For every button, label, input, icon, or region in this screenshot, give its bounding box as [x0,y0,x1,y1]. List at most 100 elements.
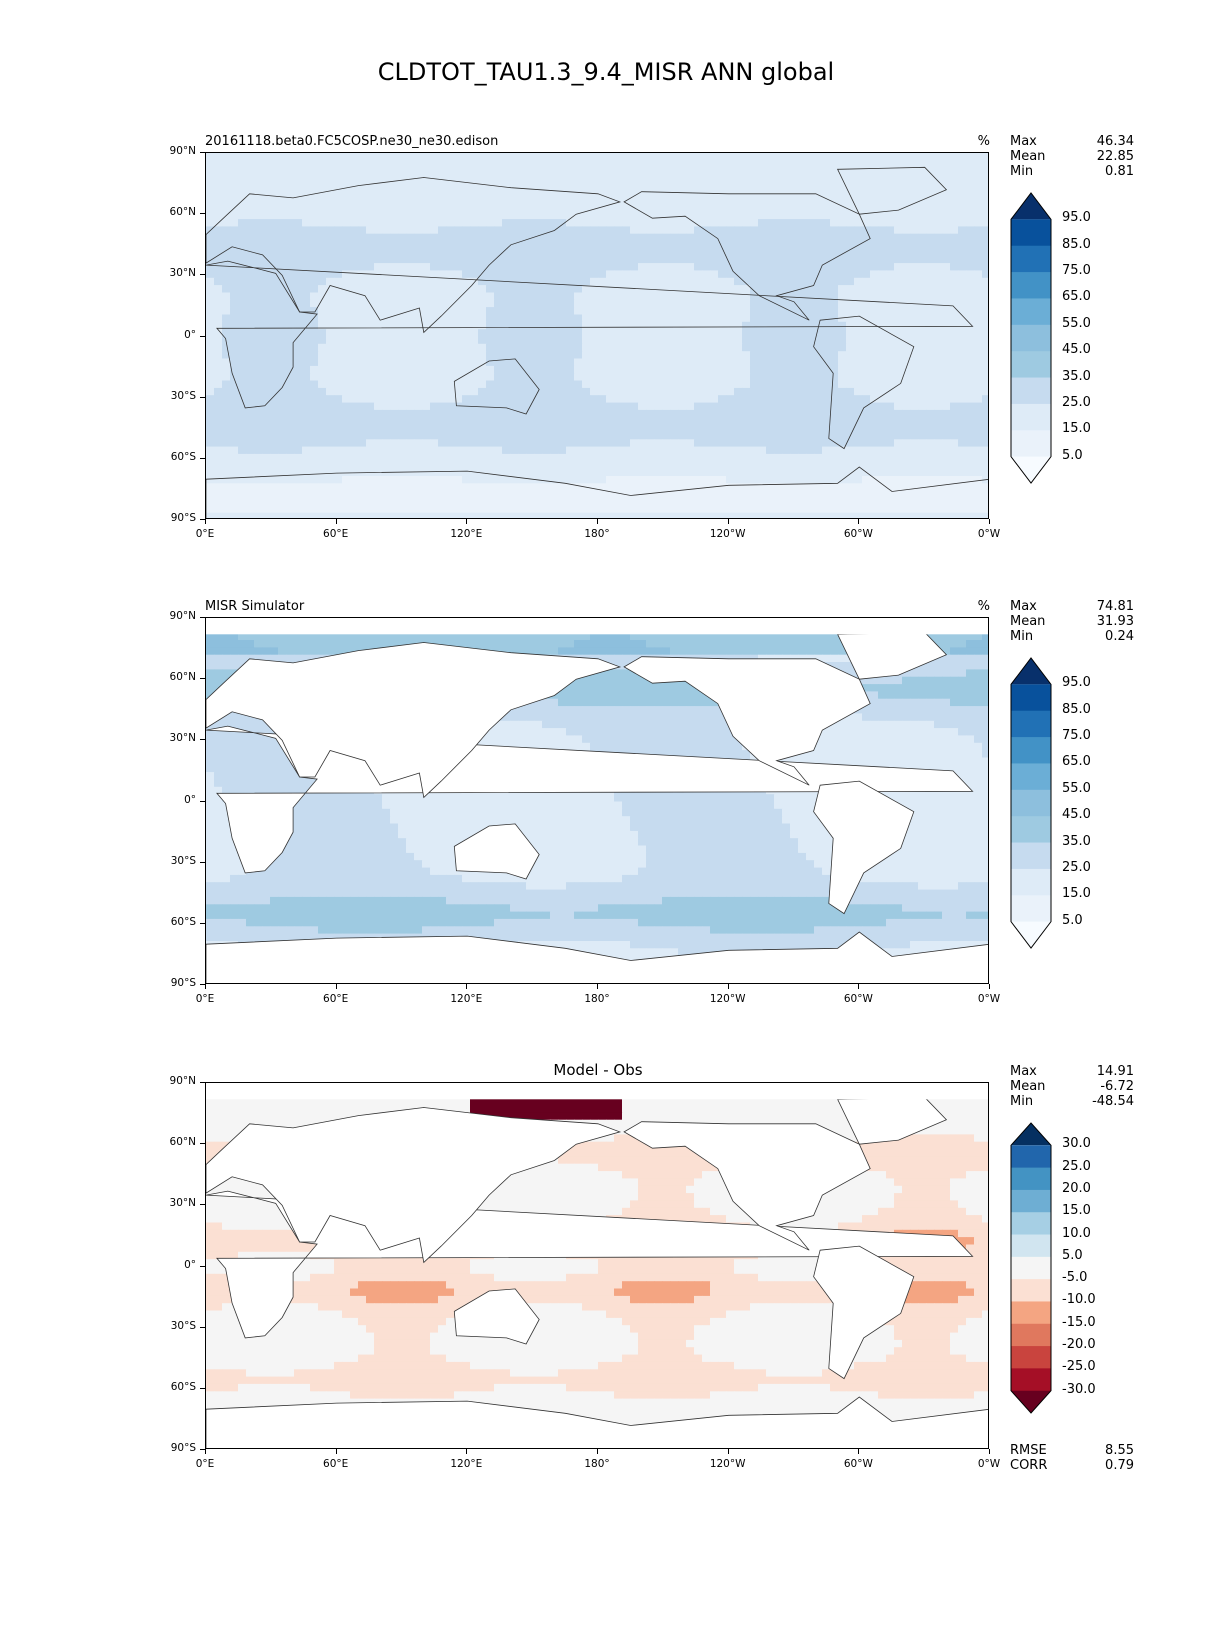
lat-tick-label: 30°N [169,267,196,280]
lon-tick-label: 0°W [977,1458,1001,1470]
stat-value: 0.81 [1105,164,1134,179]
colorbar-tick-label: 5.0 [1062,447,1083,463]
colorbar-tick-label: 65.0 [1062,289,1091,305]
stat-row: Max 74.81 [1010,599,1134,614]
lon-tick [466,519,468,524]
panel-units: % [977,599,990,614]
colorbar-tick-label: 10.0 [1062,1225,1091,1241]
lat-tick [200,396,205,398]
lat-tick-label: 0° [184,1258,196,1271]
coastline-australia [453,358,540,415]
lat-tick [200,1082,205,1083]
colorbar-tick-label: -10.0 [1062,1292,1096,1308]
lat-tick-label: 90°S [170,1442,196,1454]
lon-tick [989,984,990,989]
lat-tick [200,457,205,459]
stat-label: Min [1010,629,1034,644]
lon-tick [858,984,860,989]
lon-tick [597,984,598,989]
lon-tick [858,519,860,524]
lat-tick-label: 90°S [170,512,196,524]
stat-row: Mean 22.85 [1010,149,1134,164]
lat-tick-label: 90°N [169,145,196,157]
lon-tick-label: 60°W [843,993,873,1005]
stat-row: Max 46.34 [1010,134,1134,149]
map-field [206,1083,988,1448]
lon-tick-label: 0°E [195,528,215,540]
lon-tick-label: 0°W [977,993,1001,1005]
colorbar-segment [1011,456,1051,483]
colorbar-segment [1011,868,1051,896]
lat-tick [200,678,205,680]
colorbar-tick-label: -25.0 [1062,1359,1096,1375]
stat-label: Mean [1010,614,1046,629]
colorbar-tick-label: 15.0 [1062,1203,1091,1219]
colorbar-segment [1011,1390,1051,1413]
colorbar-segment [1011,1301,1051,1325]
coastline-antarctica [206,931,988,983]
lon-tick [727,984,729,989]
lon-tick [989,1449,990,1454]
lon-tick [597,1449,598,1454]
colorbar-segment [1011,895,1051,923]
stat-value: 0.24 [1105,629,1134,644]
colorbar-tick-label: -15.0 [1062,1314,1096,1330]
colorbar-tick-label: -20.0 [1062,1337,1096,1353]
colorbar-segment [1011,1167,1051,1191]
lon-tick-label: 180° [584,1458,610,1470]
stats-block: Max 14.91 Mean -6.72 Min -48.54 [1010,1064,1134,1109]
lon-tick-label: 120°W [709,1458,746,1470]
lat-tick-label: 0° [184,793,196,806]
stat-row: Max 14.91 [1010,1064,1134,1079]
lat-tick [200,1449,205,1450]
colorbar-tick-label: 35.0 [1062,833,1091,849]
stat-value: 22.85 [1096,149,1134,164]
colorbar-segment [1011,710,1051,738]
lat-tick [200,1204,205,1206]
lon-tick [727,1449,729,1454]
map-plot-area [205,617,989,984]
lat-tick-label: 0° [184,328,196,341]
lon-tick [466,984,468,989]
colorbar-segment [1011,219,1051,247]
coastline-samerica [813,1245,915,1380]
stat-label: Mean [1010,1079,1046,1094]
colorbar-segment [1011,1189,1051,1213]
lon-tick-label: 180° [584,528,610,540]
colorbar [1010,657,1052,949]
coastline-samerica [813,780,915,915]
stat-label: Min [1010,164,1034,179]
colorbar-segment [1011,737,1051,764]
coastline-namerica [623,656,871,786]
colorbar-tick-label: 30.0 [1062,1136,1091,1152]
coastline-australia [453,823,540,880]
colorbar-segment [1011,1123,1051,1146]
field-cells [206,153,988,518]
lat-tick-label: 60°S [170,1380,196,1393]
lat-tick [200,274,205,276]
map-plot-area [205,152,989,519]
polar-mask [206,618,988,635]
stat-value: 14.91 [1096,1064,1134,1079]
lat-tick [200,1387,205,1389]
colorbar [1010,192,1052,484]
colorbar-tick-label: 75.0 [1062,263,1091,279]
lat-tick-label: 60°N [169,206,196,219]
stat-label: CORR [1010,1458,1048,1473]
lat-tick [200,1265,205,1267]
lat-tick [200,213,205,215]
coastline-antarctica [206,466,988,518]
stat-value: 74.81 [1096,599,1134,614]
colorbar-tick-label: 95.0 [1062,210,1091,226]
colorbar-tick-label: 15.0 [1062,421,1091,437]
colorbar-segment [1011,1234,1051,1258]
map-field [206,618,988,983]
coastline-greenland [836,166,948,215]
stat-label: Min [1010,1094,1034,1109]
coastline-africa [206,260,974,409]
lon-tick-label: 60°W [843,528,873,540]
panel-left-title: MISR Simulator [205,599,305,614]
colorbar-segment [1011,658,1051,685]
lon-tick [727,519,729,524]
lat-tick-label: 30°S [170,854,196,867]
